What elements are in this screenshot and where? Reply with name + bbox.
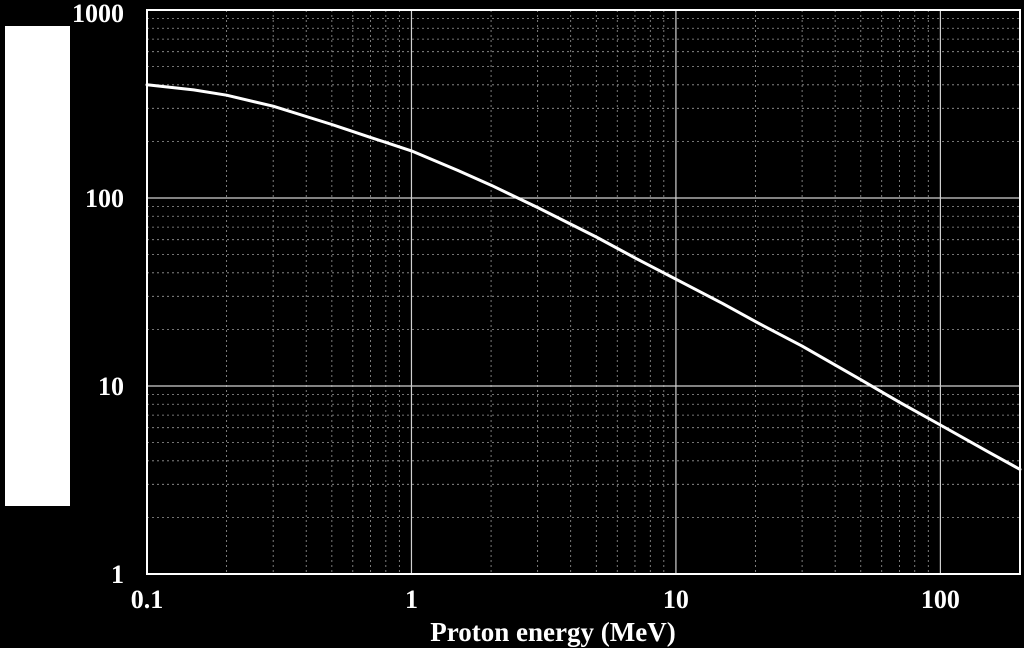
y-tick-label: 1000 [72,0,124,28]
x-axis-title: Proton energy (MeV) [430,617,675,647]
x-tick-label: 100 [921,585,960,614]
x-tick-label: 10 [663,585,689,614]
y-tick-label: 10 [98,372,124,401]
y-tick-labels: 1 10 100 1000 [72,0,124,589]
y-tick-label: 1 [111,560,124,589]
x-tick-label: 1 [405,585,418,614]
plot-frame [146,9,1021,575]
minor-grid [147,10,1021,574]
y-tick-label: 100 [85,184,124,213]
x-tick-label: 0.1 [131,585,164,614]
series-layer [145,83,1022,471]
series-line-1 [145,83,1022,471]
x-tick-labels: 0.1 1 10 100 [131,585,960,614]
y-axis-label-occluder [5,26,70,506]
